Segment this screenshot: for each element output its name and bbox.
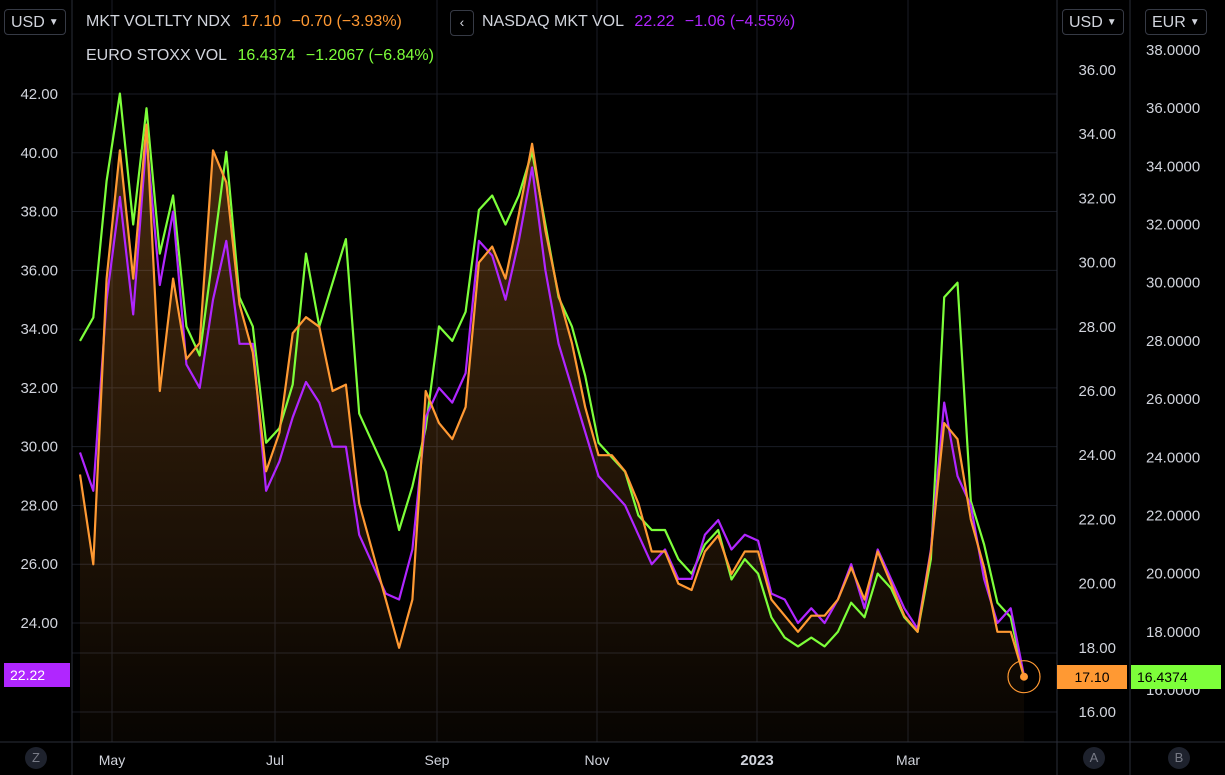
left-tick-label: 42.00 <box>20 86 58 103</box>
right_b-tick-label: 28.0000 <box>1146 333 1200 350</box>
left-tick-label: 28.00 <box>20 497 58 514</box>
right_b-tick-label: 30.0000 <box>1146 275 1200 292</box>
right-b-price-badge: 16.4374 <box>1131 665 1221 690</box>
right_a-tick-label: 20.00 <box>1078 576 1116 593</box>
right_a-tick-label: 18.00 <box>1078 640 1116 657</box>
right_b-tick-label: 36.0000 <box>1146 100 1200 117</box>
chevron-left-icon[interactable]: ‹ <box>450 10 474 36</box>
left-price-badge: 22.22 <box>4 663 70 688</box>
series-line-2[interactable] <box>78 137 1026 677</box>
legend-series1[interactable]: MKT VOLTLTY NDX 17.10 −0.70 (−3.93%) <box>86 12 408 32</box>
chevron-down-icon: ▼ <box>48 17 59 28</box>
legend-series3-name: EURO STOXX VOL <box>86 47 228 64</box>
series-line-1[interactable] <box>78 123 1026 678</box>
series-area-fill <box>80 124 1024 743</box>
x-tick-label: Sep <box>425 752 450 768</box>
right-a-currency-label: USD <box>1069 14 1103 31</box>
left-tick-label: 38.00 <box>20 204 58 221</box>
left-currency-select[interactable]: USD ▼ <box>4 9 66 35</box>
legend-series1-name: MKT VOLTLTY NDX <box>86 13 231 30</box>
right_a-tick-label: 36.00 <box>1078 62 1116 79</box>
left-tick-label: 32.00 <box>20 380 58 397</box>
right_b-tick-label: 34.0000 <box>1146 158 1200 175</box>
right_a-tick-label: 24.00 <box>1078 447 1116 464</box>
right_a-tick-label: 26.00 <box>1078 383 1116 400</box>
right_a-tick-label: 34.00 <box>1078 126 1116 143</box>
right_b-tick-label: 38.0000 <box>1146 42 1200 59</box>
right_a-tick-label: 28.00 <box>1078 319 1116 336</box>
right_b-tick-label: 24.0000 <box>1146 449 1200 466</box>
left-tick-label: 24.00 <box>20 615 58 632</box>
right_b-tick-label: 26.0000 <box>1146 391 1200 408</box>
last-point-ring <box>1007 660 1041 694</box>
legend-series3-change: −1.2067 (−6.84%) <box>305 47 434 64</box>
left-tick-label: 30.00 <box>20 439 58 456</box>
legend-series3[interactable]: EURO STOXX VOL 16.4374 −1.2067 (−6.84%) <box>86 46 440 66</box>
x-tick-label: 2023 <box>740 752 773 769</box>
right_a-tick-label: 22.00 <box>1078 511 1116 528</box>
right-a-currency-select[interactable]: USD ▼ <box>1062 9 1124 35</box>
right_b-tick-label: 20.0000 <box>1146 566 1200 583</box>
legend-series2-change: −1.06 (−4.55%) <box>684 13 796 30</box>
x-tick-label: Nov <box>585 752 610 768</box>
right_b-tick-label: 18.0000 <box>1146 624 1200 641</box>
legend-series3-value: 16.4374 <box>237 47 296 64</box>
right_a-tick-label: 32.00 <box>1078 190 1116 207</box>
right-a-scale-button[interactable]: A <box>1083 747 1105 769</box>
left-currency-label: USD <box>11 14 45 31</box>
left-tick-label: 34.00 <box>20 321 58 338</box>
x-tick-label: Mar <box>896 752 920 768</box>
chevron-down-icon: ▼ <box>1189 17 1200 28</box>
x-tick-label: Jul <box>266 752 284 768</box>
right_b-tick-label: 32.0000 <box>1146 217 1200 234</box>
series-lines <box>78 92 1026 679</box>
last-point-dot <box>1020 672 1028 681</box>
right-b-currency-select[interactable]: EUR ▼ <box>1145 9 1207 35</box>
right_a-tick-label: 30.00 <box>1078 255 1116 272</box>
left-tick-label: 40.00 <box>20 145 58 162</box>
legend-series1-value: 17.10 <box>241 13 282 30</box>
chevron-down-icon: ▼ <box>1106 17 1117 28</box>
left-tick-label: 26.00 <box>20 556 58 573</box>
legend-series2-name: NASDAQ MKT VOL <box>482 13 624 30</box>
right_b-tick-label: 22.0000 <box>1146 507 1200 524</box>
left-tick-label: 36.00 <box>20 262 58 279</box>
right_a-tick-label: 16.00 <box>1078 704 1116 721</box>
legend-series2-value: 22.22 <box>634 13 675 30</box>
right-b-scale-button[interactable]: B <box>1168 747 1190 769</box>
right-a-price-badge: 17.10 <box>1057 664 1127 689</box>
axis-ticks: May Jul Sep Nov 2023 Mar 42.00 40.00 38.00 36.00 3… <box>20 42 1200 769</box>
right-b-currency-label: EUR <box>1152 14 1186 31</box>
left-scale-button[interactable]: Z <box>25 747 47 769</box>
legend-series1-change: −0.70 (−3.93%) <box>291 13 402 30</box>
legend-series2[interactable]: NASDAQ MKT VOL 22.22 −1.06 (−4.55%) <box>482 12 801 32</box>
x-tick-label: May <box>99 752 125 768</box>
